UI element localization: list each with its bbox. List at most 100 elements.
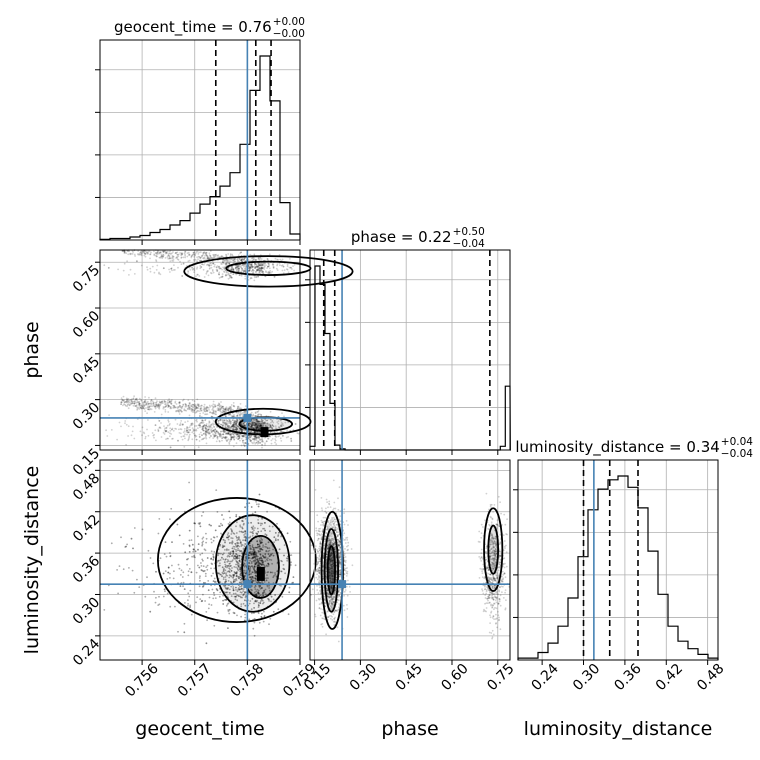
scatter-point bbox=[244, 442, 247, 445]
scatter-point bbox=[199, 436, 201, 438]
scatter-point bbox=[124, 422, 126, 425]
scatter-point bbox=[218, 422, 221, 425]
scatter-point bbox=[152, 434, 155, 437]
scatter-point bbox=[220, 435, 223, 438]
scatter-point bbox=[194, 254, 197, 257]
scatter-point bbox=[225, 407, 228, 410]
scatter-point bbox=[187, 438, 190, 441]
scatter-point bbox=[243, 429, 246, 431]
scatter-point bbox=[255, 427, 257, 430]
scatter-point bbox=[148, 396, 150, 399]
scatter-point bbox=[238, 267, 241, 270]
scatter-point bbox=[255, 430, 258, 433]
scatter-point bbox=[232, 269, 235, 271]
scatter-point bbox=[161, 401, 164, 403]
scatter-point bbox=[258, 264, 261, 266]
scatter-point bbox=[250, 263, 253, 266]
scatter-point bbox=[281, 264, 284, 266]
scatter-point bbox=[232, 445, 235, 448]
scatter-point bbox=[237, 405, 240, 408]
scatter-point bbox=[208, 431, 211, 434]
scatter-point bbox=[129, 268, 132, 271]
scatter-point bbox=[153, 411, 156, 413]
scatter-point bbox=[130, 434, 133, 437]
scatter-point bbox=[171, 438, 173, 440]
scatter-point bbox=[259, 270, 261, 273]
scatter-point bbox=[233, 259, 235, 262]
scatter-point bbox=[254, 424, 257, 427]
scatter-point bbox=[169, 446, 172, 449]
scatter-point bbox=[195, 406, 197, 408]
scatter-point bbox=[214, 428, 217, 431]
scatter-point bbox=[181, 423, 184, 426]
scatter-point bbox=[141, 434, 143, 437]
scatter-point bbox=[259, 424, 261, 427]
scatter-point bbox=[249, 436, 252, 439]
scatter-point bbox=[293, 263, 296, 266]
scatter-point bbox=[148, 250, 151, 253]
scatter-point bbox=[230, 404, 233, 406]
scatter-point bbox=[222, 421, 225, 424]
scatter-point bbox=[226, 432, 228, 435]
scatter-point bbox=[120, 403, 122, 405]
scatter-point bbox=[192, 432, 195, 435]
scatter-point bbox=[212, 429, 214, 432]
scatter-point bbox=[200, 266, 203, 268]
scatter-point bbox=[222, 425, 224, 427]
scatter-point bbox=[261, 420, 263, 422]
scatter-point bbox=[183, 430, 186, 432]
scatter-point bbox=[281, 430, 283, 433]
scatter-point bbox=[214, 405, 217, 408]
scatter-point bbox=[216, 254, 219, 257]
scatter-point bbox=[184, 433, 186, 436]
scatter-point bbox=[256, 425, 259, 428]
scatter-point bbox=[173, 264, 175, 266]
scatter-point bbox=[176, 409, 179, 412]
scatter-point bbox=[164, 409, 167, 411]
scatter-point bbox=[162, 254, 165, 256]
scatter-point bbox=[203, 276, 206, 278]
scatter-point bbox=[205, 430, 208, 433]
scatter-point bbox=[241, 439, 244, 442]
scatter-point bbox=[259, 422, 262, 424]
scatter-point bbox=[156, 404, 158, 407]
title-plus: +0.04 bbox=[721, 436, 753, 448]
scatter-point bbox=[187, 427, 189, 429]
scatter-point bbox=[189, 424, 192, 427]
scatter-point bbox=[211, 427, 214, 429]
scatter-point bbox=[264, 262, 267, 265]
scatter-point bbox=[177, 439, 179, 442]
scatter-point bbox=[258, 435, 261, 438]
scatter-point bbox=[155, 260, 158, 263]
scatter-point bbox=[228, 260, 231, 262]
scatter-point bbox=[209, 262, 211, 265]
scatter-point bbox=[240, 422, 243, 425]
scatter-point bbox=[289, 258, 291, 260]
scatter-point bbox=[214, 430, 216, 433]
scatter-point bbox=[226, 436, 228, 439]
scatter-point bbox=[198, 440, 201, 442]
scatter-point bbox=[259, 425, 262, 428]
scatter-point bbox=[247, 429, 250, 432]
scatter-point bbox=[153, 253, 156, 256]
scatter-point bbox=[180, 407, 183, 410]
scatter-point bbox=[142, 401, 145, 404]
scatter-point bbox=[194, 407, 197, 410]
scatter-point bbox=[222, 261, 225, 263]
scatter-point bbox=[200, 431, 202, 434]
scatter-point bbox=[159, 273, 162, 276]
scatter-point bbox=[237, 412, 240, 414]
scatter-point bbox=[235, 423, 237, 426]
scatter-point bbox=[209, 272, 212, 274]
scatter-point bbox=[251, 415, 254, 417]
scatter-point bbox=[254, 418, 257, 421]
scatter-point bbox=[250, 265, 252, 268]
scatter-point bbox=[241, 268, 244, 271]
scatter-point bbox=[191, 254, 194, 257]
title-minus: −0.00 bbox=[273, 28, 305, 40]
scatter-point bbox=[225, 419, 228, 422]
scatter-point bbox=[192, 411, 195, 413]
scatter-point bbox=[203, 403, 206, 406]
scatter-point bbox=[281, 258, 284, 261]
scatter-point bbox=[232, 424, 235, 427]
